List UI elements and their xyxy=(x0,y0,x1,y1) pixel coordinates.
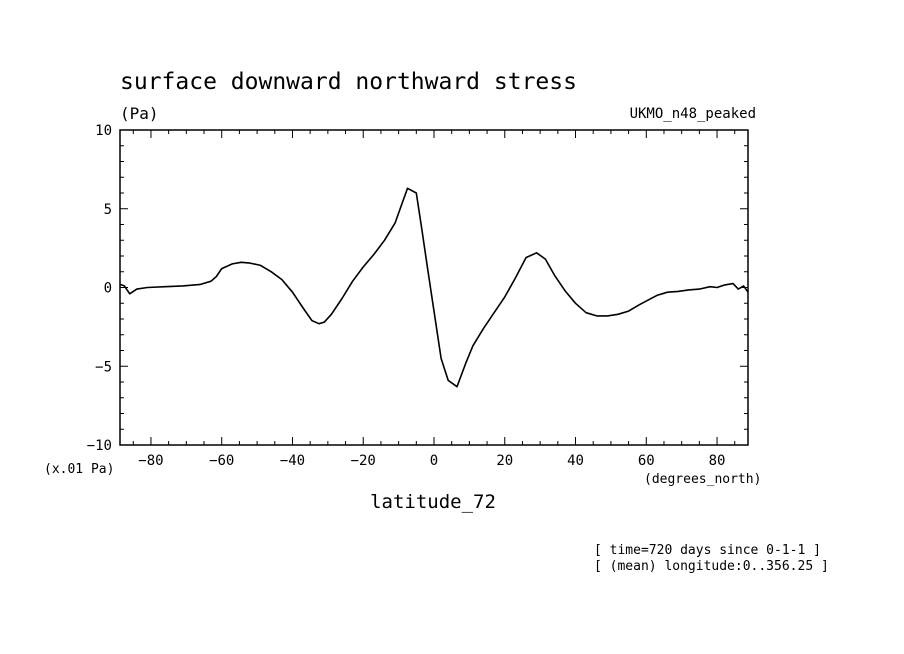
x-tick-label: −60 xyxy=(209,453,234,469)
model-label: UKMO_n48_peaked xyxy=(630,106,756,122)
x-axis-label: latitude_72 xyxy=(370,491,496,513)
x-tick-label: 60 xyxy=(638,453,655,469)
y-tick-label: 5 xyxy=(104,202,112,218)
series-line xyxy=(119,187,749,388)
y-tick-label: −5 xyxy=(95,359,112,375)
x-tick-label: 20 xyxy=(496,453,513,469)
x-tick-label: −80 xyxy=(138,453,163,469)
axis-ticks xyxy=(120,129,748,446)
x-tick-label: 0 xyxy=(430,453,438,469)
x-tick-label: −40 xyxy=(280,453,305,469)
x-tick-label: 40 xyxy=(567,453,584,469)
chart-title: surface downward northward stress xyxy=(120,69,577,95)
units-label: (Pa) xyxy=(120,104,159,123)
scale-note: (x.01 Pa) xyxy=(44,462,114,477)
x-tick-label: 80 xyxy=(709,453,726,469)
axis-tick-labels: −80 −60 −40 −20 0 20 40 60 80 −10 −5 0 5 10 xyxy=(87,123,726,469)
x-units-label: (degrees_north) xyxy=(644,472,761,487)
info-line-time: [ time=720 days since 0-1-1 ] xyxy=(594,543,821,558)
info-line-longitude: [ (mean) longitude:0..356.25 ] xyxy=(594,559,829,574)
y-tick-label: 0 xyxy=(104,281,112,297)
x-tick-label: −20 xyxy=(351,453,376,469)
y-tick-label: −10 xyxy=(87,438,112,454)
plot-frame xyxy=(119,129,749,446)
y-tick-label: 10 xyxy=(95,123,112,139)
